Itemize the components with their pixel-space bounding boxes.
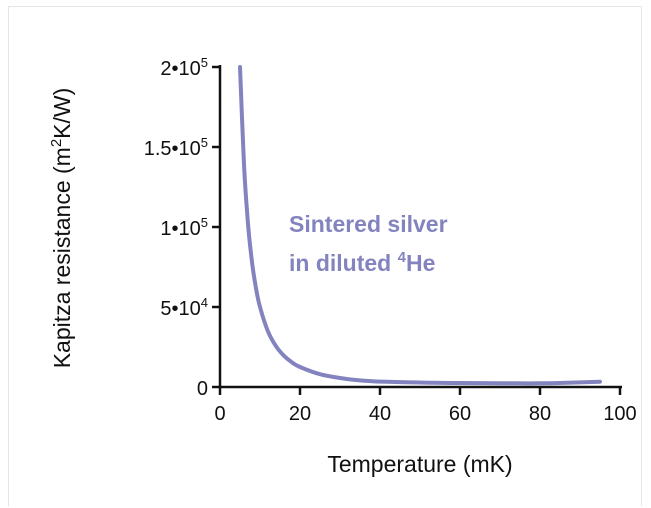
y-tick-label: 0 (197, 378, 208, 400)
x-axis-title: Temperature (mK) (327, 451, 512, 477)
x-tick-label: 60 (449, 403, 471, 425)
annotation-line-2-suffix: He (406, 250, 435, 276)
annotation-line-2-prefix: in diluted (289, 250, 398, 276)
y-tick-label-exponent: 5 (201, 55, 208, 70)
annotation-line-2: in diluted 4He (289, 249, 435, 276)
y-tick-label-base: 1•10 (160, 218, 200, 240)
y-axis-title-prefix: Kapitza resistance (m (49, 147, 75, 368)
ticks (212, 65, 622, 395)
chart-frame (8, 6, 642, 506)
y-tick-label-exponent: 5 (201, 215, 208, 230)
y-tick-label-base: 0 (197, 378, 208, 400)
y-tick-label-base: 1.5•10 (144, 138, 201, 160)
x-tick-label: 20 (289, 403, 311, 425)
x-tick-label: 0 (214, 403, 225, 425)
y-axis-title: Kapitza resistance (m2K/W) (48, 88, 75, 369)
y-axis-title-suffix: K/W) (49, 88, 75, 139)
x-tick-label: 100 (603, 403, 636, 425)
y-tick-label-exponent: 5 (201, 135, 208, 150)
y-tick-label: 1.5•105 (144, 135, 208, 160)
y-tick-label-exponent: 4 (201, 295, 208, 310)
x-tick-label: 80 (529, 403, 551, 425)
annotation-line-1: Sintered silver (289, 211, 448, 237)
y-axis-title-sup: 2 (48, 139, 65, 147)
x-tick-label: 40 (369, 403, 391, 425)
y-tick-label: 2•105 (160, 55, 208, 80)
y-tick-label-base: 5•10 (160, 298, 200, 320)
annotation-line-2-sup: 4 (398, 249, 407, 266)
y-tick-label: 1•105 (160, 215, 208, 240)
y-tick-label-base: 2•10 (160, 58, 200, 80)
series-line-sintered-silver (238, 65, 602, 386)
y-tick-label: 5•104 (160, 295, 208, 320)
